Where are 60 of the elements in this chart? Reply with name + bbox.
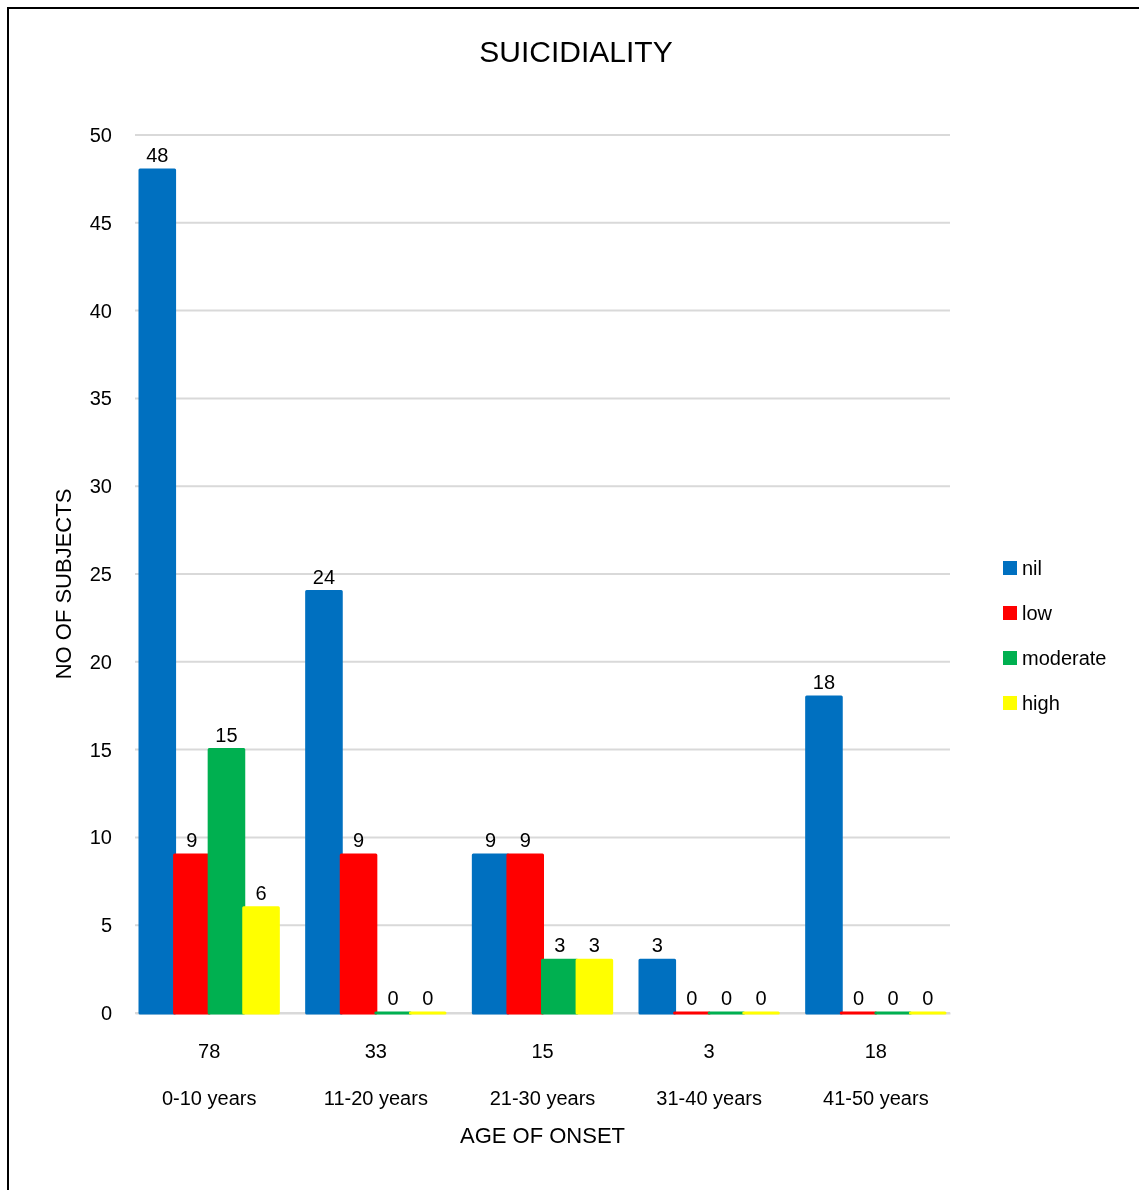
data-label: 0 [720, 987, 733, 1009]
y-tick-label: 10 [89, 826, 112, 849]
data-label: 0 [422, 987, 434, 1009]
data-label: 24 [312, 565, 336, 588]
chart-title: SUICIDIALITY [479, 35, 673, 68]
data-label: 0 [852, 987, 865, 1009]
bar [305, 590, 343, 1015]
x-tick-label: 31-40 years [656, 1087, 762, 1109]
bar [638, 958, 677, 1015]
legend-label: nil [1022, 557, 1043, 579]
text: 18 [864, 1040, 887, 1062]
x-tick-label: 21-30 years [489, 1087, 596, 1109]
y-tick-label: 5 [100, 914, 112, 937]
x-tick-label: 11-20 years [323, 1087, 428, 1109]
y-tick-label: 30 [89, 475, 112, 498]
bar [541, 958, 579, 1015]
data-label: 0 [922, 987, 934, 1009]
bar [805, 695, 843, 1015]
text: 3 [703, 1040, 715, 1062]
y-tick-label: 0 [100, 1001, 112, 1024]
y-tick-label: 35 [89, 387, 112, 410]
legend-label: high [1022, 692, 1060, 714]
data-label: 3 [651, 934, 663, 957]
x-axis-title: AGE OF ONSET [459, 1123, 626, 1148]
bar [506, 853, 544, 1015]
data-label: 9 [519, 828, 531, 851]
data-label: 9 [485, 828, 497, 851]
data-label: 0 [686, 987, 698, 1009]
data-label: 0 [887, 987, 899, 1009]
bar [173, 853, 211, 1015]
y-tick-label: 45 [89, 211, 112, 234]
y-tick-label: 40 [89, 299, 112, 322]
data-label: 18 [812, 670, 836, 693]
data-label: 15 [215, 723, 238, 746]
y-tick-label: 50 [89, 123, 112, 146]
data-label: 0 [755, 987, 767, 1009]
data-label: 3 [554, 934, 566, 957]
y-tick-label: 20 [89, 650, 112, 673]
bar [471, 853, 510, 1015]
data-label: 48 [146, 144, 169, 167]
data-label: 0 [387, 987, 399, 1009]
x-tick-label: 41-50 years [823, 1087, 929, 1109]
data-label: 6 [255, 881, 267, 904]
data-label: 9 [186, 828, 198, 851]
bar [575, 958, 614, 1015]
text: 78 [198, 1040, 221, 1062]
legend-label: moderate [1022, 647, 1107, 669]
y-tick-label: 15 [89, 738, 112, 761]
text: 15 [531, 1040, 554, 1062]
bar [339, 853, 378, 1015]
data-label: 9 [352, 828, 365, 851]
bar [207, 748, 246, 1015]
y-tick-label: 25 [89, 562, 112, 585]
text: 33 [364, 1040, 387, 1062]
x-tick-label: 0-10 years [161, 1087, 257, 1109]
data-label: 3 [588, 934, 600, 957]
legend-label: low [1022, 602, 1053, 624]
bar [242, 906, 280, 1015]
y-axis-title: NO OF SUBJECTS [51, 488, 76, 680]
bar [138, 168, 177, 1015]
